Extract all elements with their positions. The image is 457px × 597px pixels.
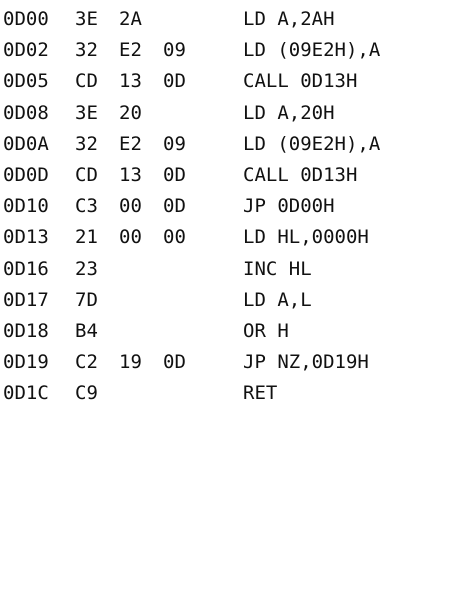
opcode-byte: 13 [119, 70, 142, 93]
opcode-byte: 3E [75, 101, 98, 124]
instruction: CALL 0D13H [243, 163, 358, 186]
opcode-byte: 3E [75, 8, 98, 30]
address: 0D05 [3, 70, 49, 93]
listing-row: 0D13 21 00 00 LD HL,0000H [3, 222, 455, 253]
instruction: LD A,L [243, 288, 312, 311]
instruction: LD A,2AH [243, 8, 335, 30]
address: 0D13 [3, 226, 49, 249]
instruction: LD A,20H [243, 101, 335, 124]
address: 0D02 [3, 39, 49, 62]
listing-row: 0D02 32 E2 09 LD (09E2H),A [3, 35, 455, 66]
opcode-byte: 09 [163, 132, 186, 155]
instruction: OR H [243, 319, 289, 342]
opcode-byte: 19 [119, 351, 142, 374]
address: 0D19 [3, 351, 49, 374]
opcode-byte: B4 [75, 319, 98, 342]
address: 0D00 [3, 8, 49, 30]
assembly-listing: 0D00 3E 2A LD A,2AH 0D02 32 E2 09 LD (09… [3, 4, 455, 409]
opcode-byte: C2 [75, 351, 98, 374]
opcode-byte: CD [75, 163, 98, 186]
instruction: INC HL [243, 257, 312, 280]
opcode-byte: 2A [119, 8, 142, 30]
opcode-byte: 0D [163, 351, 186, 374]
listing-row: 0D17 7D LD A,L [3, 285, 455, 316]
opcode-byte: 7D [75, 288, 98, 311]
address: 0D18 [3, 319, 49, 342]
opcode-byte: C3 [75, 195, 98, 218]
instruction: LD (09E2H),A [243, 132, 381, 155]
instruction: JP 0D00H [243, 195, 335, 218]
listing-row: 0D1C C9 RET [3, 378, 455, 409]
opcode-byte: 0D [163, 195, 186, 218]
instruction: CALL 0D13H [243, 70, 358, 93]
listing-row: 0D0D CD 13 0D CALL 0D13H [3, 160, 455, 191]
address: 0D17 [3, 288, 49, 311]
opcode-byte: 20 [119, 101, 142, 124]
opcode-byte: 32 [75, 39, 98, 62]
address: 0D16 [3, 257, 49, 280]
opcode-byte: 00 [163, 226, 186, 249]
listing-row: 0D18 B4 OR H [3, 316, 455, 347]
opcode-byte: 13 [119, 163, 142, 186]
opcode-byte: C9 [75, 382, 98, 405]
instruction: LD (09E2H),A [243, 39, 381, 62]
opcode-byte: 0D [163, 70, 186, 93]
opcode-byte: 0D [163, 163, 186, 186]
listing-row: 0D08 3E 20 LD A,20H [3, 98, 455, 129]
opcode-byte: 23 [75, 257, 98, 280]
listing-row: 0D0A 32 E2 09 LD (09E2H),A [3, 129, 455, 160]
instruction: JP NZ,0D19H [243, 351, 369, 374]
listing-row: 0D00 3E 2A LD A,2AH [3, 4, 455, 35]
opcode-byte: 32 [75, 132, 98, 155]
opcode-byte: CD [75, 70, 98, 93]
opcode-byte: E2 [119, 132, 142, 155]
address: 0D0D [3, 163, 49, 186]
opcode-byte: 00 [119, 226, 142, 249]
listing-row: 0D05 CD 13 0D CALL 0D13H [3, 66, 455, 97]
listing-row: 0D16 23 INC HL [3, 254, 455, 285]
instruction: LD HL,0000H [243, 226, 369, 249]
instruction: RET [243, 382, 278, 405]
address: 0D08 [3, 101, 49, 124]
opcode-byte: E2 [119, 39, 142, 62]
listing-row: 0D19 C2 19 0D JP NZ,0D19H [3, 347, 455, 378]
listing-row: 0D10 C3 00 0D JP 0D00H [3, 191, 455, 222]
opcode-byte: 21 [75, 226, 98, 249]
opcode-byte: 00 [119, 195, 142, 218]
address: 0D10 [3, 195, 49, 218]
opcode-byte: 09 [163, 39, 186, 62]
address: 0D1C [3, 382, 49, 405]
address: 0D0A [3, 132, 49, 155]
